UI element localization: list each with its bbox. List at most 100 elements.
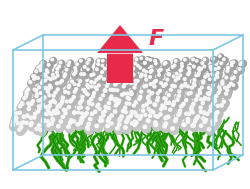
Circle shape xyxy=(32,111,41,120)
Circle shape xyxy=(86,93,89,96)
Circle shape xyxy=(126,96,134,104)
Circle shape xyxy=(225,84,233,91)
Circle shape xyxy=(190,124,193,127)
Circle shape xyxy=(110,88,114,91)
Circle shape xyxy=(228,76,236,84)
Circle shape xyxy=(196,115,199,118)
Circle shape xyxy=(123,119,132,128)
Circle shape xyxy=(62,108,65,112)
Circle shape xyxy=(50,113,53,116)
Circle shape xyxy=(106,119,109,123)
Circle shape xyxy=(200,102,203,105)
Circle shape xyxy=(217,86,220,89)
Circle shape xyxy=(94,87,101,94)
Circle shape xyxy=(55,67,62,74)
Circle shape xyxy=(156,68,164,75)
Circle shape xyxy=(98,107,101,110)
Circle shape xyxy=(18,128,21,131)
Circle shape xyxy=(122,68,125,71)
Circle shape xyxy=(132,104,135,107)
Circle shape xyxy=(15,120,23,129)
Circle shape xyxy=(105,85,108,88)
Circle shape xyxy=(46,90,49,93)
Circle shape xyxy=(85,92,87,95)
Circle shape xyxy=(104,84,111,91)
Circle shape xyxy=(153,60,156,62)
Circle shape xyxy=(196,67,202,73)
Circle shape xyxy=(194,98,197,101)
Circle shape xyxy=(159,68,162,71)
Circle shape xyxy=(75,110,83,118)
Circle shape xyxy=(146,99,153,107)
Circle shape xyxy=(79,106,82,109)
Circle shape xyxy=(200,86,202,89)
Circle shape xyxy=(129,110,137,118)
Circle shape xyxy=(72,95,75,98)
Circle shape xyxy=(15,116,18,119)
Circle shape xyxy=(108,87,115,95)
Circle shape xyxy=(18,111,22,114)
Circle shape xyxy=(114,88,122,95)
Circle shape xyxy=(134,83,136,86)
Circle shape xyxy=(204,72,211,79)
Circle shape xyxy=(170,84,173,87)
Circle shape xyxy=(48,112,57,120)
Circle shape xyxy=(60,99,64,102)
Circle shape xyxy=(165,78,168,81)
Circle shape xyxy=(232,70,239,77)
Circle shape xyxy=(13,110,22,119)
Circle shape xyxy=(38,68,45,75)
Circle shape xyxy=(98,115,106,123)
Circle shape xyxy=(79,119,82,122)
Circle shape xyxy=(228,82,232,85)
Circle shape xyxy=(219,62,222,65)
Circle shape xyxy=(66,60,73,67)
Circle shape xyxy=(147,90,150,93)
Circle shape xyxy=(110,95,112,98)
Circle shape xyxy=(96,76,103,83)
Circle shape xyxy=(103,88,110,96)
Circle shape xyxy=(158,113,162,116)
Circle shape xyxy=(83,112,91,120)
Circle shape xyxy=(10,122,18,131)
Circle shape xyxy=(201,64,208,71)
Circle shape xyxy=(95,78,98,81)
Circle shape xyxy=(60,79,63,82)
Circle shape xyxy=(27,102,30,105)
Circle shape xyxy=(36,65,43,72)
Circle shape xyxy=(225,89,228,92)
Polygon shape xyxy=(106,53,132,83)
Circle shape xyxy=(49,78,52,81)
Circle shape xyxy=(42,72,50,79)
Circle shape xyxy=(69,79,76,87)
Circle shape xyxy=(161,123,170,132)
Circle shape xyxy=(96,63,99,65)
Circle shape xyxy=(52,110,55,113)
Circle shape xyxy=(202,112,205,115)
Circle shape xyxy=(206,74,208,77)
Circle shape xyxy=(212,96,215,99)
Circle shape xyxy=(52,110,61,119)
Circle shape xyxy=(97,118,106,127)
Circle shape xyxy=(149,109,152,112)
Circle shape xyxy=(188,91,191,94)
Circle shape xyxy=(190,57,197,64)
Circle shape xyxy=(80,116,83,119)
Circle shape xyxy=(83,66,86,68)
Circle shape xyxy=(132,61,139,68)
Circle shape xyxy=(102,78,105,80)
Circle shape xyxy=(39,66,42,68)
Circle shape xyxy=(23,94,31,102)
Circle shape xyxy=(116,122,124,130)
Circle shape xyxy=(117,75,124,82)
Circle shape xyxy=(179,105,182,108)
Circle shape xyxy=(162,82,170,90)
Circle shape xyxy=(190,123,198,132)
Circle shape xyxy=(26,114,29,117)
Circle shape xyxy=(109,88,117,95)
Circle shape xyxy=(179,83,186,91)
Circle shape xyxy=(128,81,135,88)
Circle shape xyxy=(122,67,128,74)
Circle shape xyxy=(124,117,133,126)
Circle shape xyxy=(120,72,122,75)
